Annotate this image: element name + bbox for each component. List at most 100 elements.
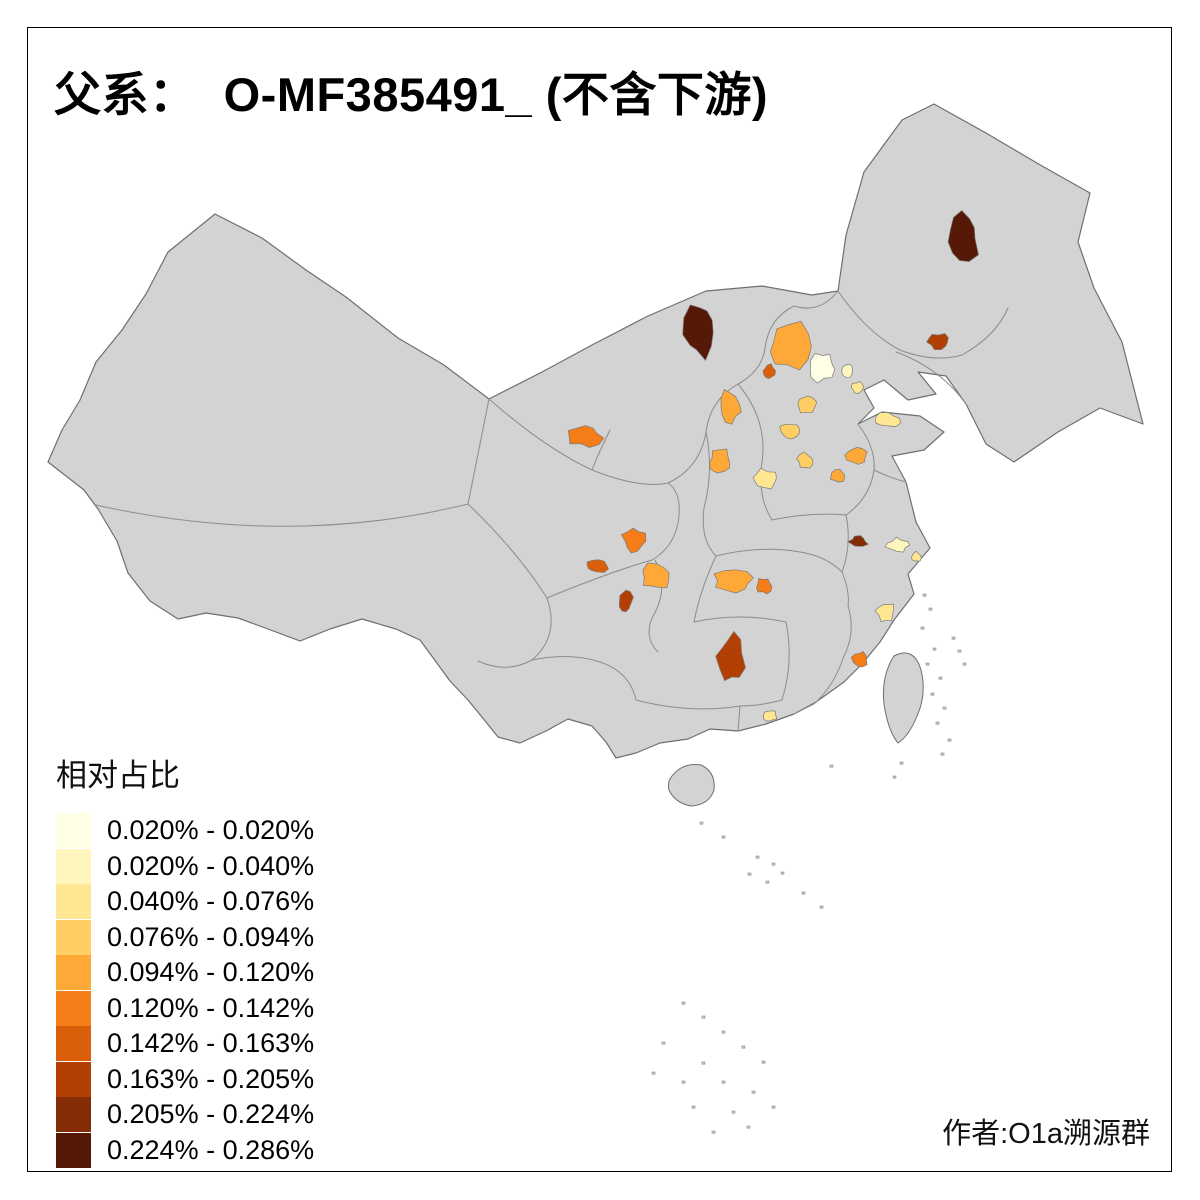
legend-label: 0.224% - 0.286% (107, 1134, 315, 1165)
map-region (762, 363, 776, 379)
map-region (769, 320, 812, 371)
map-region (779, 423, 800, 440)
map-region (911, 550, 922, 562)
island-mark (940, 752, 945, 756)
legend-label: 0.040% - 0.076% (107, 886, 315, 917)
legend-swatch (56, 955, 91, 991)
island-mark (780, 871, 785, 875)
island-mark (746, 1125, 751, 1129)
map-region (947, 210, 979, 262)
legend-label: 0.020% - 0.040% (107, 850, 315, 881)
map-region (874, 603, 894, 623)
island-mark (925, 662, 930, 666)
map-region (567, 425, 605, 448)
island-mark (681, 1080, 686, 1084)
map-region (620, 527, 647, 554)
map-region (720, 388, 742, 425)
legend-swatch (56, 990, 91, 1026)
legend-row: 0.163% - 0.205% (56, 1061, 315, 1098)
province-borders (95, 290, 1009, 732)
map-region (874, 412, 902, 427)
island-mark (932, 647, 937, 651)
island-mark (747, 872, 752, 876)
map-region (809, 352, 836, 384)
map-region (708, 448, 730, 474)
hainan-island (667, 764, 715, 807)
island-mark (957, 649, 962, 653)
legend-title: 相对占比 (56, 758, 180, 793)
island-mark (681, 1001, 686, 1005)
legend-row: 0.020% - 0.040% (56, 848, 315, 885)
legend-swatch (56, 1132, 91, 1168)
legend-swatch (56, 813, 91, 849)
small-islands (651, 593, 967, 1134)
island-mark (920, 626, 925, 630)
island-mark (721, 1030, 726, 1034)
legend-swatch (56, 1061, 91, 1097)
island-mark (947, 738, 952, 742)
island-mark (701, 1061, 706, 1065)
legend-label: 0.076% - 0.094% (107, 921, 315, 952)
map-region (796, 451, 814, 469)
island-mark (951, 636, 956, 640)
map-region (752, 467, 777, 490)
map-region (762, 710, 778, 722)
legend-row: 0.076% - 0.094% (56, 919, 315, 956)
island-mark (899, 761, 904, 765)
plot-title: 父系： O-MF385491_ (不含下游) (54, 68, 769, 121)
legend-row: 0.142% - 0.163% (56, 1026, 314, 1062)
island-mark (938, 676, 943, 680)
map-region (713, 569, 754, 594)
island-mark (711, 1130, 716, 1134)
legend-row: 0.094% - 0.120% (56, 955, 314, 991)
map-region (926, 333, 949, 351)
legend-swatch (56, 919, 91, 955)
legend-swatch (56, 1026, 91, 1062)
island-mark (829, 764, 834, 768)
map-region (829, 469, 845, 483)
legend-row: 0.120% - 0.142% (56, 990, 315, 1027)
legend-label: 0.142% - 0.163% (107, 1028, 315, 1059)
island-mark (765, 880, 770, 884)
map-region (642, 562, 670, 588)
island-mark (962, 662, 967, 666)
legend-label: 0.205% - 0.224% (107, 1099, 315, 1130)
taiwan-island (883, 652, 924, 744)
island-mark (801, 891, 806, 895)
legend-label: 0.120% - 0.142% (107, 992, 315, 1023)
island-mark (771, 862, 776, 866)
island-mark (741, 1045, 746, 1049)
island-mark (721, 835, 726, 839)
island-mark (892, 775, 897, 779)
island-mark (928, 607, 933, 611)
map-region (850, 380, 864, 394)
legend-swatch (56, 1097, 91, 1133)
legend-swatch (56, 848, 91, 884)
legend-row: 0.205% - 0.224% (56, 1097, 314, 1133)
map-region (884, 536, 911, 553)
island-mark (661, 1041, 666, 1045)
author-credit: 作者:O1a溯源群 (942, 1118, 1150, 1150)
map-region (846, 535, 869, 547)
legend-label: 0.094% - 0.120% (107, 957, 315, 988)
island-mark (651, 1071, 656, 1075)
map-region (844, 447, 868, 465)
legend: 相对占比 0.020% - 0.020% 0.020% - 0.040% 0.040… (56, 750, 314, 1168)
island-mark (942, 706, 947, 710)
map-region (850, 651, 868, 668)
legend-swatch (56, 884, 91, 920)
island-mark (755, 855, 760, 859)
base-map (47, 103, 1144, 807)
island-mark (922, 593, 927, 597)
legend-label: 0.020% - 0.020% (107, 815, 315, 846)
island-mark (751, 1090, 756, 1094)
island-mark (701, 1015, 706, 1019)
legend-label: 0.163% - 0.205% (107, 1063, 315, 1094)
island-mark (771, 1105, 776, 1109)
legend-row: 0.224% - 0.286% (56, 1132, 315, 1169)
island-mark (819, 905, 824, 909)
map-region (586, 559, 609, 573)
map-region (682, 304, 714, 362)
legend-row: 0.020% - 0.020% (56, 813, 314, 849)
